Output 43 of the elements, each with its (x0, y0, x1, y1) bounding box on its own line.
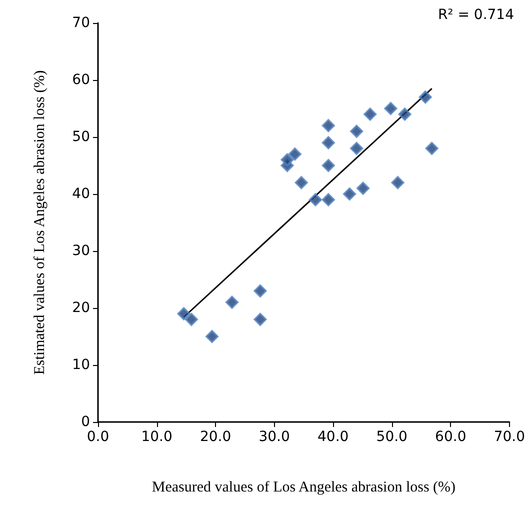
x-tick-label: 0.0 (86, 429, 110, 445)
point (322, 136, 335, 150)
y-tick-label: 20 (72, 300, 90, 316)
point (398, 108, 412, 121)
point (350, 142, 364, 155)
x-tick-label: 30.0 (258, 429, 290, 445)
y-tick-label: 0 (81, 414, 90, 430)
y-tick-label: 70 (72, 15, 90, 31)
point (308, 193, 322, 206)
point (322, 159, 335, 172)
text: R² = 0.714 (438, 7, 514, 23)
point (206, 330, 219, 343)
point (254, 312, 267, 326)
point (226, 296, 239, 309)
point (280, 153, 294, 166)
point (418, 90, 432, 104)
point (184, 312, 198, 326)
x-tick-label: 50.0 (376, 429, 408, 445)
point (288, 148, 302, 161)
point (322, 119, 335, 132)
point (322, 193, 335, 206)
point (391, 176, 404, 190)
point (425, 142, 438, 155)
x-tick-label: 10.0 (141, 429, 172, 445)
y-tick-label: 40 (72, 186, 90, 202)
x-axis-title: Measured values of Los Angeles abrasion loss (%) (152, 480, 456, 496)
point (350, 124, 364, 138)
x-tick-label: 60.0 (435, 429, 466, 445)
point (343, 188, 356, 200)
x-tick-label: 70.0 (494, 429, 525, 445)
point (364, 108, 377, 121)
y-tick-label: 50 (72, 129, 90, 145)
point (384, 102, 398, 115)
point (254, 284, 267, 298)
x-tick-label: 40.0 (318, 429, 349, 445)
point (177, 307, 190, 320)
y-axis-title: Estimated values of Los Angeles abrasion loss (%) (32, 70, 48, 375)
y-tick-label: 10 (72, 357, 90, 373)
x-tick-label: 20.0 (200, 429, 232, 445)
y-tick-label: 60 (72, 72, 90, 88)
y-tick-label: 30 (72, 243, 90, 259)
point (356, 182, 370, 195)
point (294, 176, 308, 190)
